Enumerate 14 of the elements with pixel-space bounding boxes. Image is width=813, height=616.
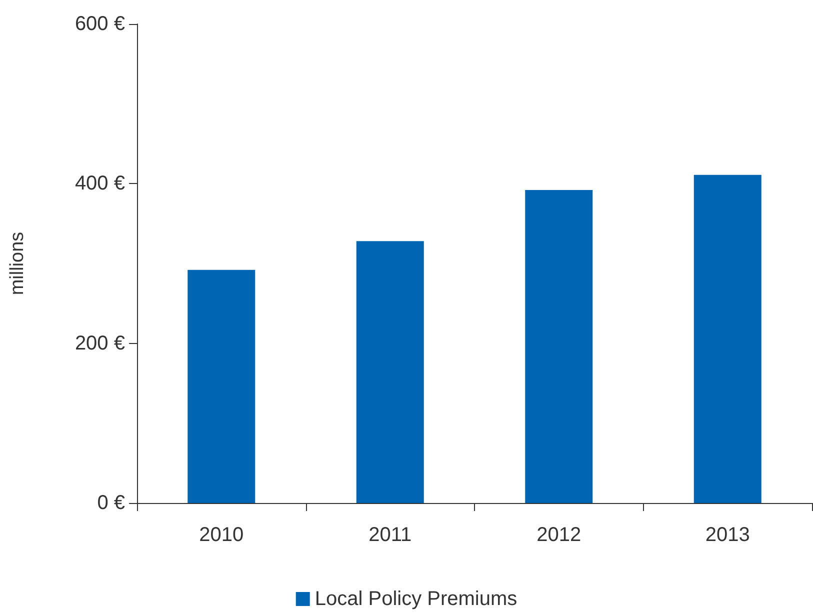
- y-tick-label: 600 €: [74, 13, 125, 35]
- bar: [525, 190, 593, 503]
- x-tick-label: 2013: [705, 524, 750, 546]
- y-tick-label: 200 €: [74, 332, 125, 354]
- legend-label: Local Policy Premiums: [314, 588, 518, 610]
- bar: [188, 270, 256, 503]
- x-tick-label: 2011: [368, 524, 412, 546]
- x-tick-label: 2010: [199, 524, 244, 546]
- y-tick-label: 0 €: [97, 492, 125, 514]
- x-tick-label: 2012: [536, 524, 582, 546]
- y-tick-label: 400 €: [74, 172, 125, 195]
- y-axis-title: millions: [7, 232, 28, 296]
- bar: [694, 174, 762, 503]
- bar: [356, 241, 424, 503]
